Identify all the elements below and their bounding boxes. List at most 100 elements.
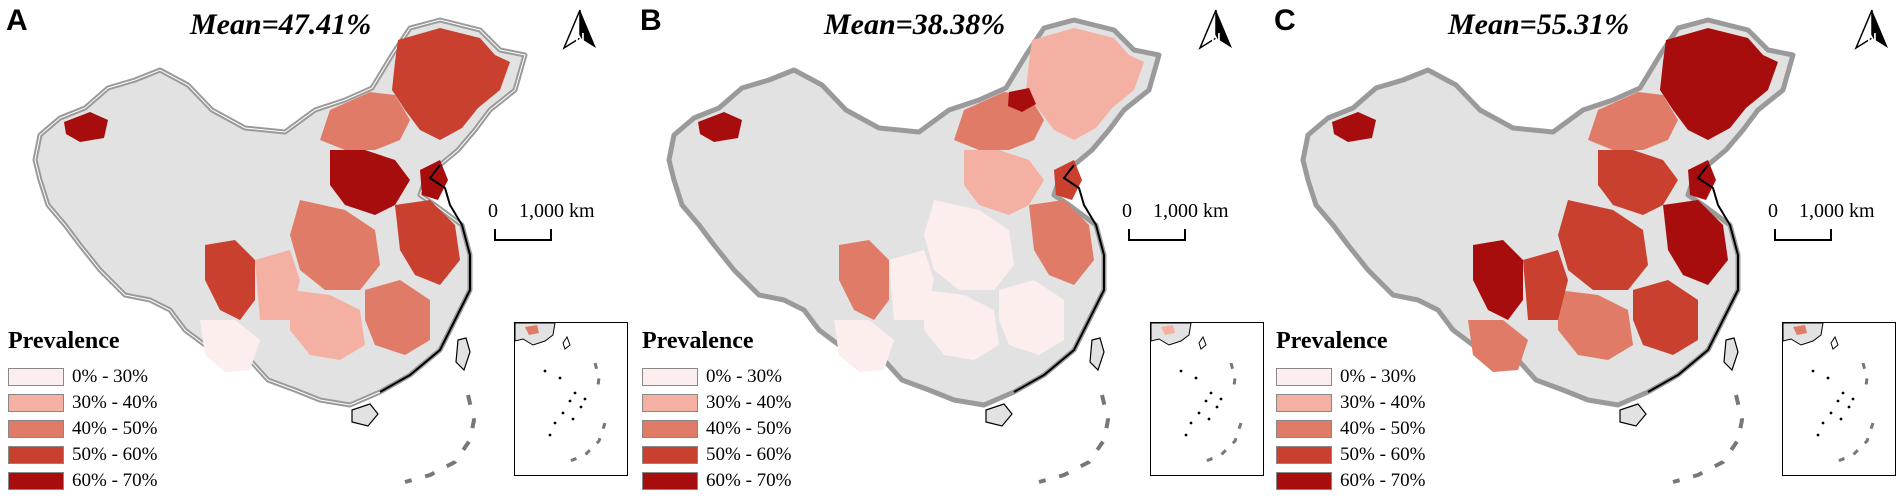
panel-letter: B bbox=[640, 4, 662, 37]
scale-bar: 0 1,000 km bbox=[1768, 200, 1875, 241]
legend-item: 60% - 70% bbox=[642, 469, 791, 493]
north-letter: N bbox=[1867, 30, 1876, 45]
legend-swatch bbox=[8, 446, 64, 464]
scale-bar: 0 1,000 km bbox=[488, 200, 595, 241]
legend-item: 40% - 50% bbox=[8, 417, 157, 441]
legend-label: 50% - 60% bbox=[1340, 444, 1426, 465]
legend-item: 60% - 70% bbox=[8, 469, 157, 493]
legend-swatch bbox=[1276, 446, 1332, 464]
region-west-central bbox=[255, 250, 300, 320]
region-north-china bbox=[1598, 150, 1678, 215]
scale-bar-line bbox=[494, 229, 552, 241]
legend-label: 40% - 50% bbox=[1340, 418, 1426, 439]
panel-letter: A bbox=[6, 4, 28, 37]
legend-label: 0% - 30% bbox=[1340, 366, 1416, 387]
region-central bbox=[924, 200, 1014, 290]
region-southwest bbox=[834, 320, 894, 372]
legend-item: 50% - 60% bbox=[642, 443, 791, 467]
region-taiwan bbox=[455, 337, 471, 372]
legend-label: 30% - 40% bbox=[72, 392, 158, 413]
legend-swatch bbox=[642, 394, 698, 412]
region-hainan bbox=[985, 403, 1013, 427]
scale-zero-label: 0 bbox=[1768, 200, 1778, 222]
legend-label: 50% - 60% bbox=[706, 444, 792, 465]
legend-swatch bbox=[1276, 394, 1332, 412]
map-panel-a: A Mean=47.41% N 0 1,000 km Prevalence 0 bbox=[0, 0, 634, 501]
region-southwest bbox=[1468, 320, 1528, 372]
legend-swatch bbox=[8, 472, 64, 490]
north-arrow-icon: N bbox=[1854, 9, 1888, 50]
north-letter: N bbox=[1211, 30, 1220, 45]
legend-label: 40% - 50% bbox=[706, 418, 792, 439]
legend-label: 60% - 70% bbox=[72, 470, 158, 491]
region-taiwan bbox=[1723, 337, 1739, 372]
legend-swatch bbox=[1276, 472, 1332, 490]
north-arrow: N bbox=[1196, 8, 1236, 57]
legend-item: 30% - 40% bbox=[1276, 391, 1425, 415]
region-hainan bbox=[1619, 403, 1647, 427]
region-northeast bbox=[392, 28, 510, 140]
region-south-central bbox=[1558, 290, 1633, 360]
legend-title: Prevalence bbox=[1276, 328, 1388, 354]
region-inner-mongolia bbox=[320, 92, 410, 150]
legend: Prevalence 0% - 30% 30% - 40% 40% - 50% … bbox=[1276, 328, 1425, 495]
legend-title: Prevalence bbox=[642, 328, 754, 354]
inset-map bbox=[514, 322, 607, 465]
dashed-boundary bbox=[1038, 394, 1111, 484]
legend-swatch bbox=[642, 472, 698, 490]
region-south-central bbox=[290, 290, 365, 360]
legend-item: 60% - 70% bbox=[1276, 469, 1425, 493]
dashed-boundary bbox=[1672, 394, 1745, 484]
north-arrow: N bbox=[1852, 8, 1892, 57]
legend-swatch bbox=[1276, 368, 1332, 386]
region-north-china bbox=[964, 150, 1044, 215]
region-east bbox=[1663, 200, 1728, 285]
south-china-sea-inset bbox=[1782, 322, 1896, 476]
legend-item: 30% - 40% bbox=[8, 391, 157, 415]
legend-title: Prevalence bbox=[8, 328, 120, 354]
region-central bbox=[290, 200, 380, 290]
region-inner-mongolia bbox=[1588, 92, 1678, 150]
region-east bbox=[395, 200, 460, 285]
legend-swatch bbox=[642, 420, 698, 438]
coastline bbox=[379, 164, 471, 393]
scale-bar-line bbox=[1128, 229, 1186, 241]
inset-map bbox=[1150, 322, 1243, 465]
legend-item: 40% - 50% bbox=[1276, 417, 1425, 441]
mean-label: Mean=55.31% bbox=[1448, 8, 1630, 41]
legend-swatch bbox=[642, 368, 698, 386]
region-northeast bbox=[1660, 28, 1778, 140]
region-xinjiang-city bbox=[698, 112, 742, 142]
scale-distance-label: 1,000 km bbox=[519, 200, 595, 222]
region-north-china bbox=[330, 150, 410, 215]
region-sichuan bbox=[1473, 240, 1523, 320]
region-southwest bbox=[200, 320, 260, 372]
map-panel-c: C Mean=55.31% N 0 1,000 km Prevalence 0 bbox=[1268, 0, 1902, 501]
north-arrow: N bbox=[560, 8, 600, 57]
region-northeast bbox=[1026, 28, 1144, 140]
legend-swatch bbox=[642, 446, 698, 464]
legend: Prevalence 0% - 30% 30% - 40% 40% - 50% … bbox=[642, 328, 791, 495]
north-arrow-icon: N bbox=[562, 9, 596, 50]
legend-label: 0% - 30% bbox=[706, 366, 782, 387]
legend-label: 60% - 70% bbox=[1340, 470, 1426, 491]
scale-distance-label: 1,000 km bbox=[1799, 200, 1875, 222]
legend-label: 60% - 70% bbox=[706, 470, 792, 491]
north-letter: N bbox=[575, 30, 584, 45]
north-arrow-icon: N bbox=[1198, 9, 1232, 50]
region-north-city bbox=[1008, 88, 1036, 112]
south-china-sea-inset bbox=[1150, 322, 1264, 476]
china-map-b bbox=[666, 17, 1162, 484]
legend-item: 0% - 30% bbox=[1276, 365, 1425, 389]
region-sichuan bbox=[839, 240, 889, 320]
south-china-sea-inset bbox=[514, 322, 628, 476]
scale-zero-label: 0 bbox=[488, 200, 498, 222]
china-map-a bbox=[32, 17, 528, 484]
coastline bbox=[1647, 164, 1739, 393]
mean-label: Mean=38.38% bbox=[824, 8, 1006, 41]
region-southeast bbox=[365, 280, 430, 355]
panel-letter: C bbox=[1274, 4, 1296, 37]
scale-bar-line bbox=[1774, 229, 1832, 241]
legend-label: 30% - 40% bbox=[1340, 392, 1426, 413]
region-taiwan bbox=[1089, 337, 1105, 372]
